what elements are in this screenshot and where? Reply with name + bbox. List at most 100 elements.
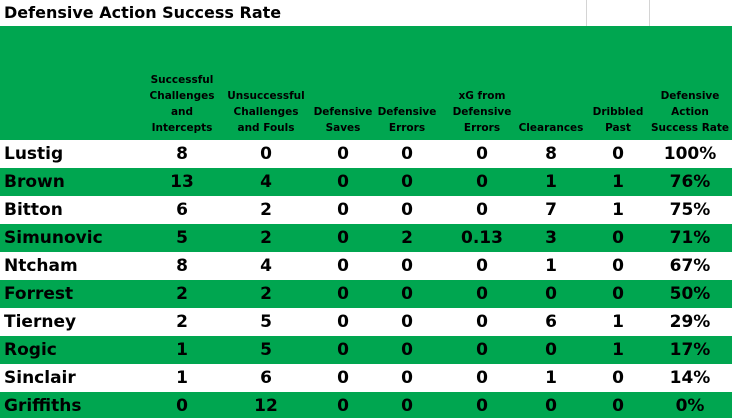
player-name: Brown [4,172,65,192]
stat-cell: 12 [254,396,278,416]
player-name: Rogic [4,340,57,360]
table-row: Bitton 6 2 0 0 0 7 1 75% [0,196,732,224]
stat-cell: 0 [401,396,413,416]
column-header-band: Successful Challenges and Intercepts Unsucce… [0,26,732,140]
stat-cell: 8 [176,256,188,276]
stat-cell: 100% [663,144,717,164]
column-header-line: Errors [388,122,426,134]
stat-cell: 6 [176,200,188,220]
stat-cell: 1 [612,340,624,360]
column-header: Defensive Action Success Rate [648,88,732,136]
stat-cell: 0 [401,368,413,388]
column-header-line: Action [671,106,709,118]
stat-cell: 8 [176,144,188,164]
stat-cell: 2 [260,200,272,220]
stat-cell: 0 [260,144,272,164]
stat-cell: 2 [401,228,413,248]
stat-cell: 0 [612,144,624,164]
table-row: Griffiths 0 12 0 0 0 0 0 0% [0,392,732,418]
column-header: Clearances [517,120,585,136]
cell-gridline [649,0,650,26]
player-name: Ntcham [4,256,78,276]
stat-cell: 1 [612,172,624,192]
stat-cell: 0 [612,284,624,304]
stat-cell: 1 [545,172,557,192]
player-name: Simunovic [4,228,103,248]
column-header-line: xG from [458,90,506,102]
column-header: Defensive Saves [309,104,377,136]
player-name: Tierney [4,312,77,332]
stat-cell: 0 [401,284,413,304]
stat-cell: 17% [669,340,711,360]
table-row: Rogic 1 5 0 0 0 0 1 17% [0,336,732,364]
stat-cell: 1 [545,368,557,388]
stat-cell: 0 [401,312,413,332]
stat-cell: 0 [337,312,349,332]
stat-cell: 0 [401,256,413,276]
stat-cell: 0 [545,396,557,416]
stat-cell: 0 [401,200,413,220]
stat-cell: 71% [669,228,711,248]
stat-cell: 0 [545,284,557,304]
stat-cell: 76% [669,172,711,192]
player-name: Sinclair [4,368,76,388]
table-row: Tierney 2 5 0 0 0 6 1 29% [0,308,732,336]
column-header: Defensive Errors [377,104,437,136]
stat-cell: 1 [545,256,557,276]
stat-cell: 5 [176,228,188,248]
stat-cell: 0 [401,340,413,360]
player-name: Lustig [4,144,64,164]
stat-cell: 0 [476,340,488,360]
stat-cell: 0 [337,368,349,388]
stat-cell: 0 [337,340,349,360]
column-header-line: Saves [325,122,361,134]
stat-cell: 0 [337,228,349,248]
column-header-line: Intercepts [151,122,213,134]
stat-cell: 0.13 [461,228,503,248]
title-row: Defensive Action Success Rate [0,0,732,26]
column-header-line: Challenges [233,106,299,118]
column-header-line: and [170,106,194,118]
table-row: Lustig 8 0 0 0 0 8 0 100% [0,140,732,168]
stat-cell: 0 [337,144,349,164]
column-header-line: Successful [150,74,214,86]
stat-cell: 0 [337,200,349,220]
stat-cell: 3 [545,228,557,248]
stat-cell: 4 [260,172,272,192]
column-header-line: Success Rate [650,122,730,134]
stat-cell: 7 [545,200,557,220]
stat-cell: 0 [401,172,413,192]
stat-cell: 0 [476,172,488,192]
stat-cell: 0 [476,256,488,276]
stat-cell: 4 [260,256,272,276]
column-header-line: and Fouls [237,122,295,134]
column-header-line: Unsuccessful [227,90,305,102]
stat-cell: 0 [337,256,349,276]
table-row: Sinclair 1 6 0 0 0 1 0 14% [0,364,732,392]
column-header: Unsuccessful Challenges and Fouls [220,88,312,136]
column-header: Dribbled Past [588,104,648,136]
stat-cell: 5 [260,340,272,360]
stat-cell: 5 [260,312,272,332]
stat-cell: 2 [260,228,272,248]
table-row: Ntcham 8 4 0 0 0 1 0 67% [0,252,732,280]
stat-cell: 0 [476,144,488,164]
stat-cell: 14% [669,368,711,388]
column-header: Successful Challenges and Intercepts [140,72,224,136]
stat-cell: 0 [337,284,349,304]
player-name: Griffiths [4,396,82,416]
stat-cell: 67% [669,256,711,276]
column-header-line: Past [605,122,631,134]
stat-cell: 1 [612,200,624,220]
stat-cell: 0 [476,284,488,304]
table-row: Simunovic 5 2 0 2 0.13 3 0 71% [0,224,732,252]
column-header-line: Defensive [313,106,373,118]
stat-cell: 0% [675,396,705,416]
sheet-title: Defensive Action Success Rate [4,3,282,22]
column-header: xG from Defensive Errors [442,88,522,136]
stat-cell: 2 [260,284,272,304]
column-header-line: Dribbled [592,106,644,118]
stat-cell: 0 [612,228,624,248]
stat-cell: 1 [176,340,188,360]
column-header-line: Defensive [452,106,512,118]
